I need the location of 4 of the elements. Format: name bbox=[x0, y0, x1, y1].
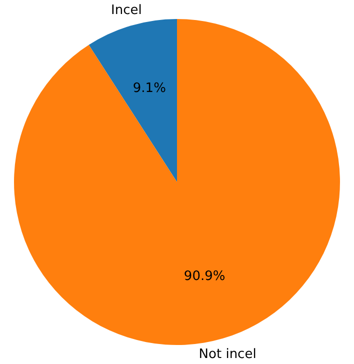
slice-label: Incel bbox=[111, 2, 142, 18]
data-label: 9.1% bbox=[132, 81, 166, 96]
data-label: 90.9% bbox=[184, 268, 226, 284]
slice-label: Not incel bbox=[198, 347, 256, 362]
